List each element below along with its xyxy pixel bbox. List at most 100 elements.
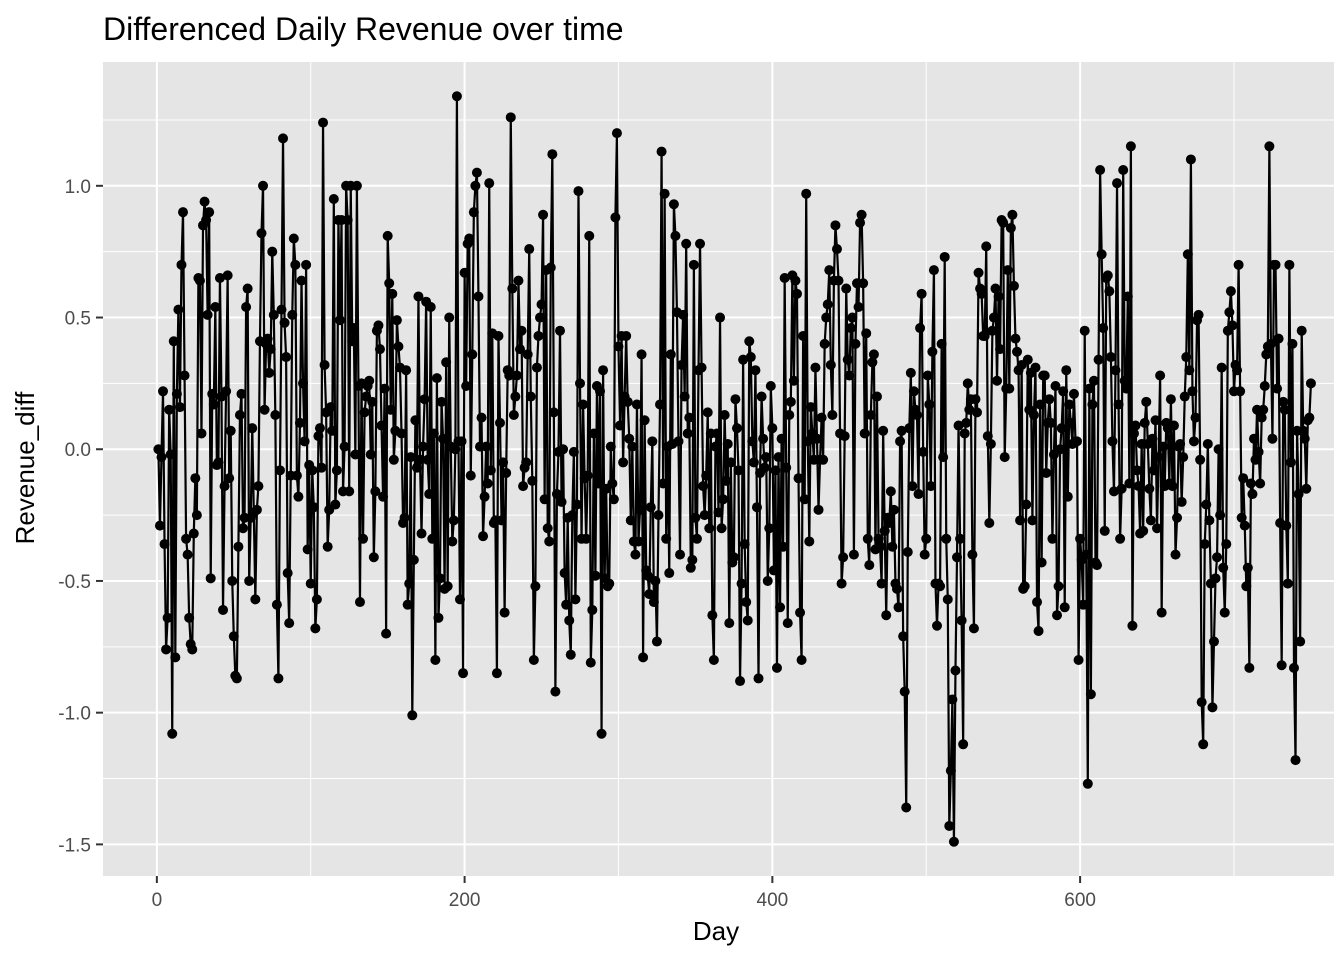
data-point bbox=[1073, 654, 1084, 665]
data-point bbox=[922, 370, 933, 381]
data-point bbox=[1032, 597, 1043, 608]
data-point bbox=[915, 323, 926, 334]
data-point bbox=[471, 167, 482, 178]
data-point bbox=[1115, 533, 1126, 544]
data-point bbox=[378, 491, 389, 502]
data-point bbox=[573, 186, 584, 197]
data-point bbox=[347, 336, 358, 347]
data-point bbox=[365, 449, 376, 460]
data-point bbox=[1272, 383, 1283, 394]
data-point bbox=[1255, 478, 1266, 489]
data-point bbox=[661, 533, 672, 544]
data-point bbox=[328, 193, 339, 204]
data-point bbox=[465, 470, 476, 481]
data-point bbox=[531, 362, 542, 373]
data-point bbox=[535, 312, 545, 323]
data-point bbox=[1221, 539, 1232, 550]
data-point bbox=[318, 117, 329, 128]
data-point bbox=[932, 620, 942, 631]
data-point bbox=[565, 649, 576, 660]
data-point bbox=[1059, 602, 1070, 613]
data-point bbox=[267, 246, 278, 257]
data-point bbox=[221, 386, 232, 397]
data-point bbox=[611, 128, 622, 139]
data-point bbox=[495, 417, 505, 428]
data-point bbox=[925, 481, 936, 492]
data-point bbox=[788, 375, 799, 386]
data-point bbox=[384, 278, 395, 289]
data-point bbox=[595, 386, 606, 397]
data-point bbox=[187, 644, 198, 655]
data-point bbox=[1190, 412, 1201, 423]
data-point bbox=[499, 607, 510, 618]
data-point bbox=[342, 215, 353, 226]
data-point bbox=[305, 578, 316, 589]
data-point bbox=[707, 610, 718, 621]
data-point bbox=[388, 454, 399, 465]
data-point bbox=[731, 423, 742, 434]
data-point bbox=[1128, 428, 1139, 439]
data-point bbox=[1175, 438, 1186, 449]
data-point bbox=[1284, 259, 1295, 270]
data-point bbox=[664, 568, 675, 579]
data-point bbox=[604, 578, 615, 589]
data-point bbox=[624, 433, 635, 444]
data-point bbox=[231, 673, 242, 684]
data-point bbox=[548, 407, 559, 418]
data-point bbox=[784, 410, 795, 420]
data-point bbox=[482, 478, 493, 489]
data-point bbox=[1273, 333, 1284, 344]
y-tick-label: 0.5 bbox=[65, 309, 91, 330]
data-point bbox=[873, 533, 884, 544]
data-point bbox=[316, 462, 327, 473]
data-point bbox=[207, 388, 218, 399]
data-point bbox=[988, 312, 999, 323]
data-point bbox=[987, 325, 998, 336]
data-point bbox=[233, 541, 244, 552]
data-point bbox=[1148, 465, 1159, 476]
data-point bbox=[1239, 520, 1250, 531]
data-point bbox=[1238, 473, 1249, 484]
data-point bbox=[942, 594, 953, 605]
data-point bbox=[959, 428, 970, 439]
data-point bbox=[238, 523, 249, 534]
data-point bbox=[895, 436, 906, 447]
data-point bbox=[491, 668, 502, 679]
data-point bbox=[171, 388, 182, 399]
data-point bbox=[831, 244, 842, 255]
data-point bbox=[839, 431, 850, 442]
data-point bbox=[1012, 346, 1023, 357]
data-point bbox=[881, 610, 892, 621]
data-point bbox=[681, 238, 692, 249]
data-point bbox=[813, 504, 824, 515]
data-point bbox=[916, 288, 927, 299]
data-point bbox=[896, 425, 907, 436]
data-point bbox=[1270, 259, 1281, 270]
data-point bbox=[498, 457, 509, 468]
data-point bbox=[627, 441, 638, 452]
data-point bbox=[385, 404, 396, 415]
data-point bbox=[1282, 578, 1293, 589]
data-point bbox=[253, 481, 264, 492]
data-point bbox=[468, 207, 479, 218]
data-point bbox=[162, 612, 173, 623]
data-point bbox=[855, 217, 866, 228]
data-point bbox=[224, 473, 235, 484]
data-point bbox=[656, 146, 667, 157]
data-point bbox=[456, 436, 467, 447]
data-point bbox=[258, 180, 269, 191]
data-point bbox=[1036, 557, 1047, 568]
data-point bbox=[1084, 383, 1095, 394]
data-point bbox=[1096, 249, 1107, 260]
data-point bbox=[878, 425, 889, 436]
data-point bbox=[1033, 626, 1044, 637]
data-point bbox=[653, 510, 664, 521]
data-point bbox=[161, 644, 172, 655]
data-point bbox=[675, 549, 686, 560]
data-point bbox=[496, 515, 507, 526]
data-point bbox=[1201, 499, 1212, 510]
data-point bbox=[308, 502, 319, 513]
data-point bbox=[744, 336, 755, 347]
data-point bbox=[302, 544, 313, 555]
data-point bbox=[568, 446, 579, 457]
